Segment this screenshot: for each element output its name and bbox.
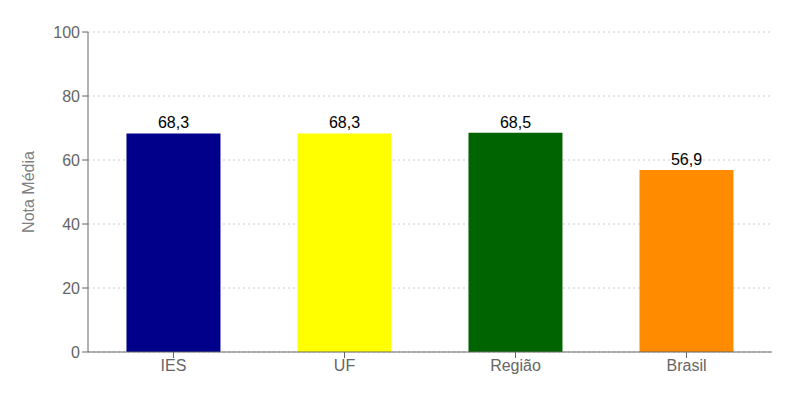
- svg-text:40: 40: [62, 216, 80, 233]
- svg-text:Nota Média: Nota Média: [20, 151, 37, 233]
- svg-text:20: 20: [62, 280, 80, 297]
- svg-text:56,9: 56,9: [671, 151, 702, 168]
- svg-text:68,5: 68,5: [500, 114, 531, 131]
- svg-text:60: 60: [62, 152, 80, 169]
- svg-text:0: 0: [71, 344, 80, 361]
- svg-text:68,3: 68,3: [158, 114, 189, 131]
- svg-text:Brasil: Brasil: [666, 357, 706, 374]
- svg-text:UF: UF: [334, 357, 356, 374]
- svg-text:Região: Região: [490, 357, 541, 374]
- svg-text:80: 80: [62, 88, 80, 105]
- svg-text:100: 100: [53, 24, 80, 41]
- svg-text:IES: IES: [161, 357, 187, 374]
- svg-text:68,3: 68,3: [329, 114, 360, 131]
